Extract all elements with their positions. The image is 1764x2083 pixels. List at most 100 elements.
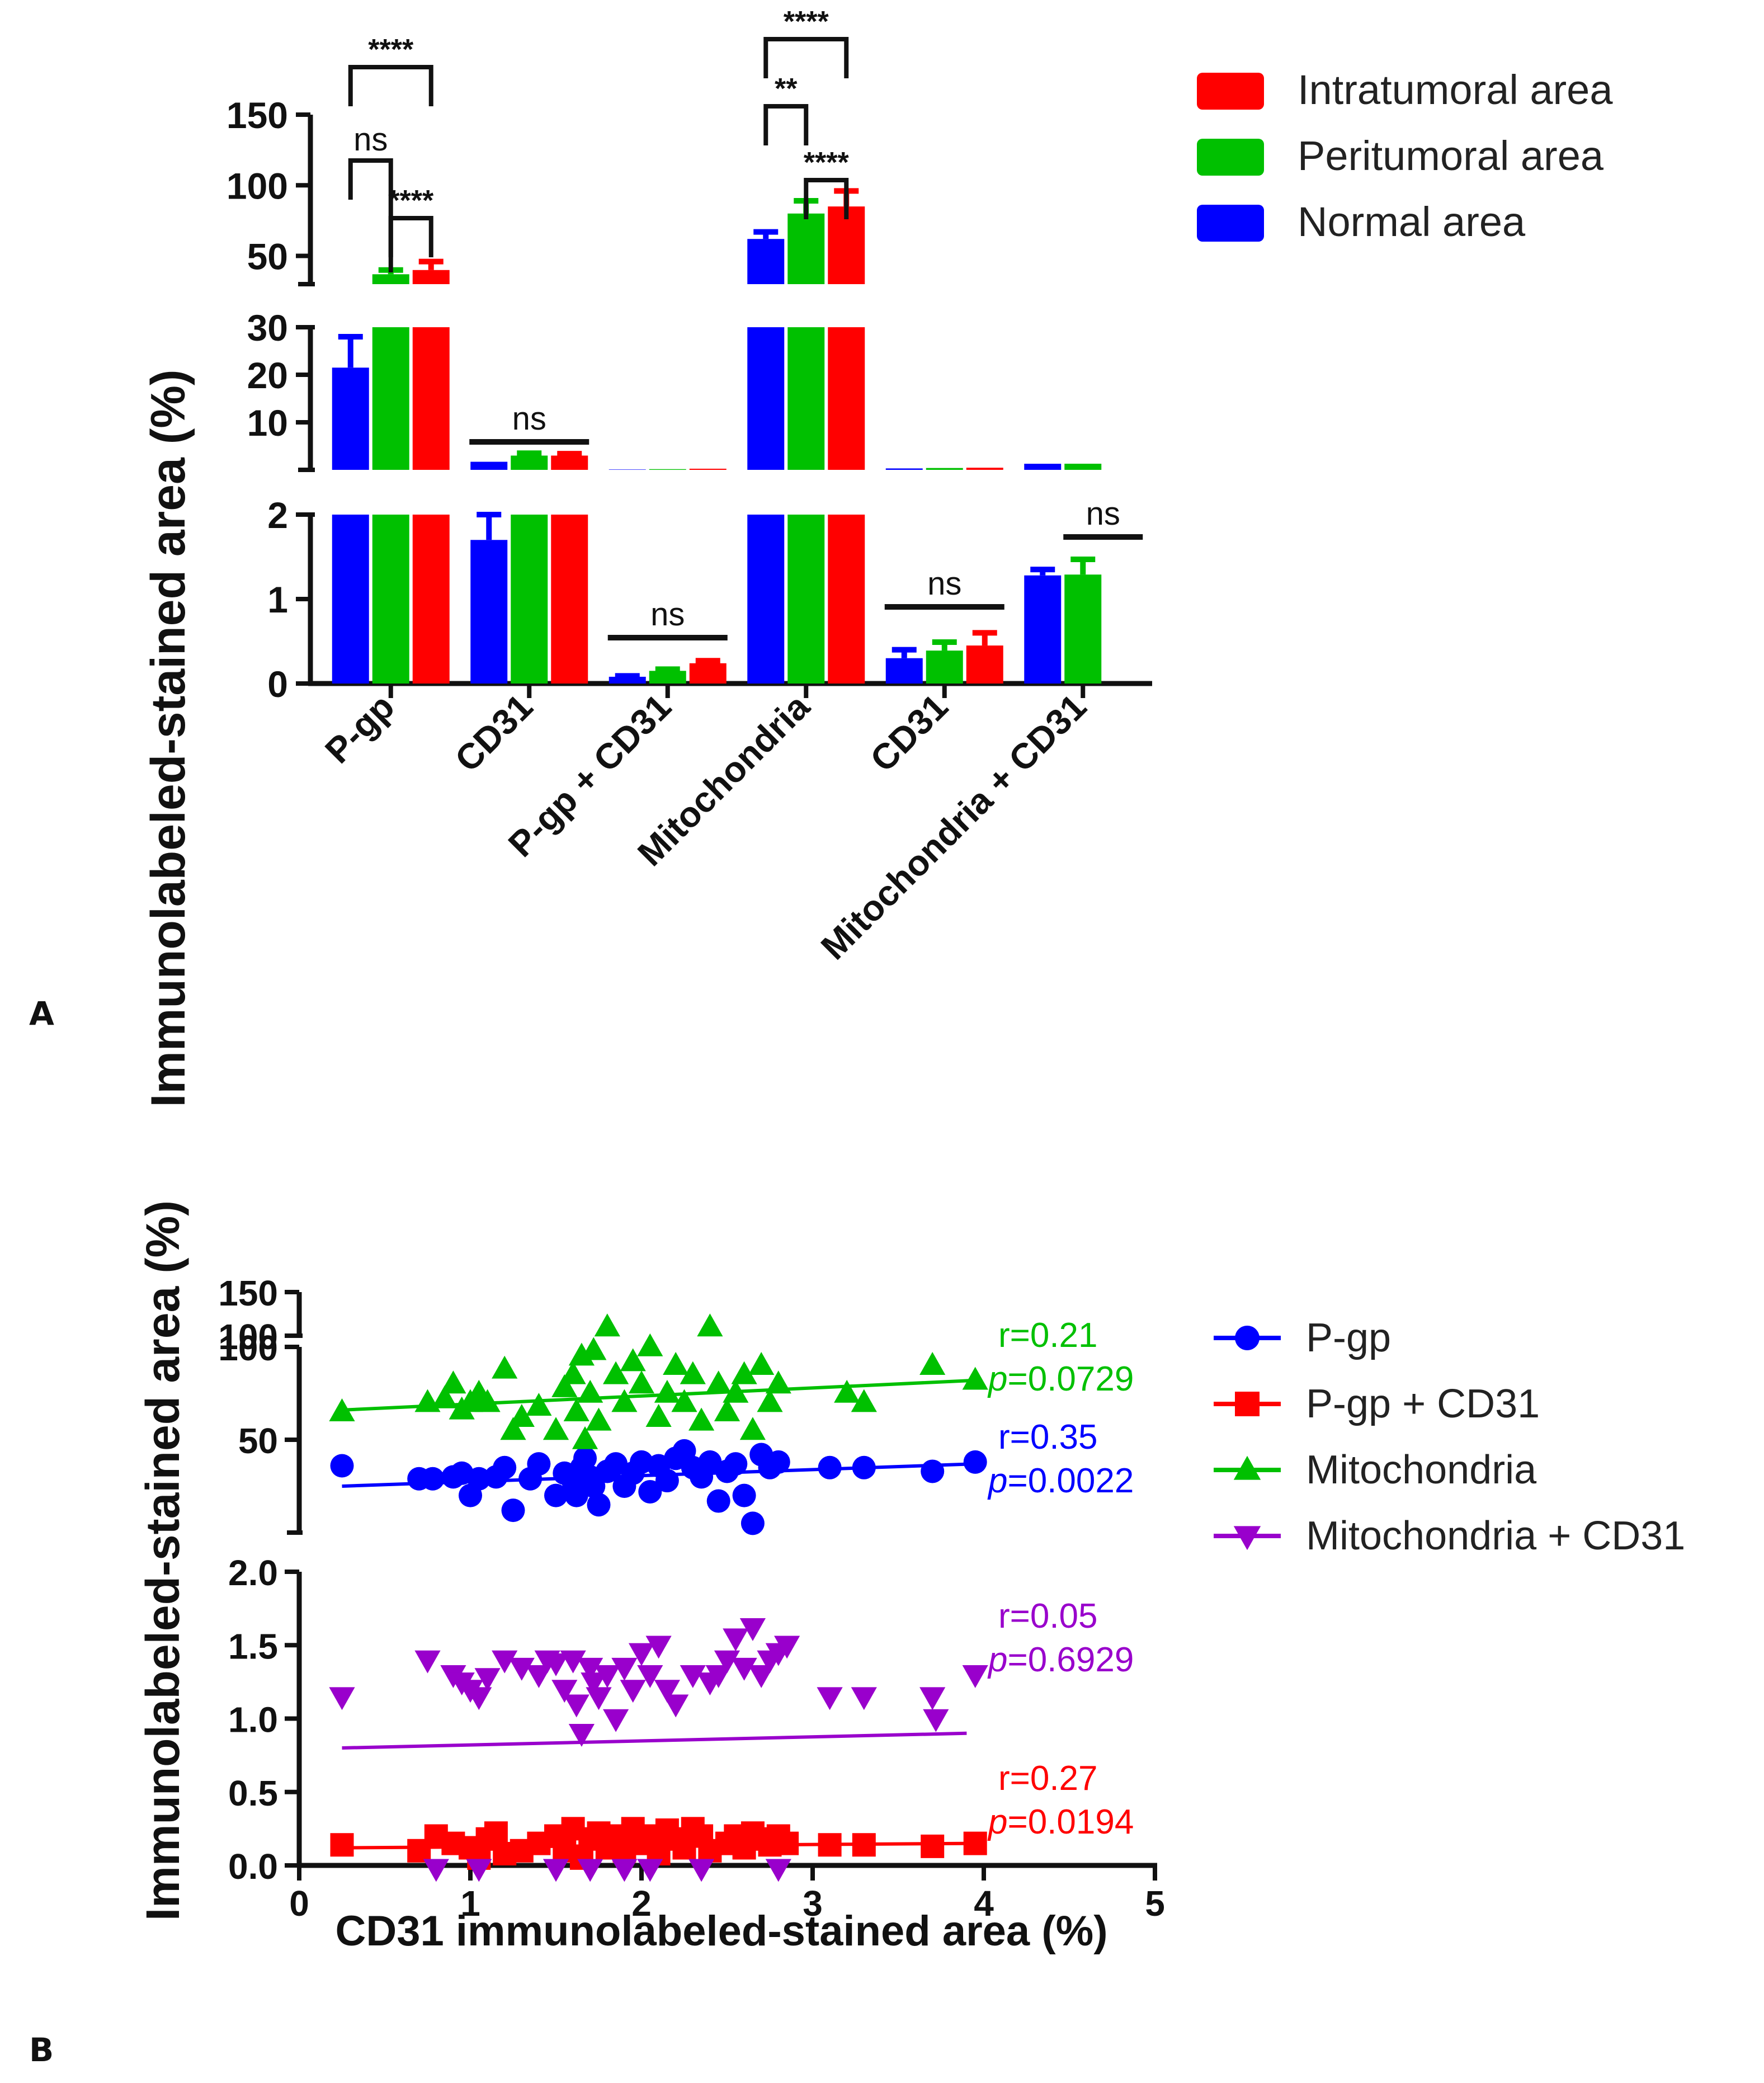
data-point xyxy=(577,1379,603,1403)
panel-a-letter: A xyxy=(29,995,54,1033)
significance-label: **** xyxy=(804,147,850,179)
data-point xyxy=(414,1650,441,1674)
bar xyxy=(787,213,825,284)
panel-a-bars xyxy=(332,188,1102,684)
bar xyxy=(747,327,785,470)
correlation-p: p=0.6929 xyxy=(987,1641,1134,1679)
data-point xyxy=(543,1653,569,1676)
data-point xyxy=(577,1657,603,1681)
data-point xyxy=(637,1665,663,1688)
data-point xyxy=(698,1450,722,1474)
data-point xyxy=(563,1398,589,1421)
data-point xyxy=(705,1370,732,1394)
data-point xyxy=(724,1452,748,1476)
panel-b-x-axis-label: CD31 immunolabeled-stained area (%) xyxy=(335,1907,1107,1955)
data-point xyxy=(628,1643,655,1666)
data-point xyxy=(628,1370,655,1394)
legend-label: Intratumoral area xyxy=(1298,67,1613,113)
y-tick-label: 2 xyxy=(267,494,288,536)
data-point xyxy=(739,1417,766,1440)
bar xyxy=(609,469,646,470)
significance-label: ns xyxy=(512,400,546,437)
data-point xyxy=(748,1665,775,1688)
significance-bracket xyxy=(763,104,809,145)
data-point xyxy=(680,1665,706,1688)
data-point xyxy=(526,1665,552,1688)
data-point xyxy=(423,1859,449,1882)
data-point xyxy=(611,1657,638,1681)
data-point xyxy=(492,1355,518,1379)
legend-label: P-gp + CD31 xyxy=(1306,1382,1540,1426)
y-tick-label: 100 xyxy=(218,1317,278,1357)
bar xyxy=(926,651,963,684)
y-tick-label: 150 xyxy=(218,1273,278,1313)
significance-label: **** xyxy=(784,6,829,38)
bar xyxy=(1064,574,1102,684)
bar xyxy=(649,671,686,684)
data-point xyxy=(572,1426,598,1449)
data-point xyxy=(594,1313,620,1337)
data-point xyxy=(688,1407,715,1431)
bar xyxy=(332,515,369,684)
data-point xyxy=(637,1859,663,1882)
data-point xyxy=(732,1483,756,1507)
data-point xyxy=(604,1452,628,1476)
legend-label: Normal area xyxy=(1298,199,1526,245)
data-point xyxy=(582,1474,606,1498)
data-point xyxy=(603,1361,629,1384)
legend-label: P-gp xyxy=(1306,1316,1391,1360)
data-point xyxy=(620,1348,646,1372)
correlation-r: r=0.21 xyxy=(998,1316,1098,1355)
y-tick-label: 2.0 xyxy=(228,1553,278,1593)
x-tick-label: 3 xyxy=(803,1883,823,1924)
significance-bracket xyxy=(348,158,393,272)
significance-bracket xyxy=(804,178,849,219)
legend-marker xyxy=(1235,1326,1260,1350)
data-point xyxy=(474,1668,501,1691)
data-point xyxy=(564,1483,588,1507)
data-point xyxy=(731,1361,757,1384)
legend-label: Mitochondria + CD31 xyxy=(1306,1514,1685,1558)
data-point xyxy=(474,1389,501,1412)
data-point xyxy=(723,1379,749,1403)
data-point xyxy=(620,1680,646,1703)
bar xyxy=(828,327,865,470)
bar xyxy=(689,663,727,684)
correlation-r: r=0.05 xyxy=(998,1597,1098,1636)
y-tick-label: 50 xyxy=(247,236,288,277)
bar xyxy=(885,468,923,470)
data-point xyxy=(663,1352,689,1375)
bar xyxy=(1024,464,1062,470)
data-point xyxy=(581,1672,607,1696)
data-point xyxy=(852,1833,876,1857)
data-point xyxy=(544,1483,568,1507)
regression-line xyxy=(342,1731,967,1750)
data-point xyxy=(594,1665,620,1688)
data-point xyxy=(603,1709,629,1732)
significance-label: ns xyxy=(353,121,388,158)
significance-label: **** xyxy=(368,34,414,66)
bar xyxy=(412,515,450,684)
significance-bracket xyxy=(348,65,433,106)
bar xyxy=(551,515,588,684)
data-point xyxy=(748,1352,775,1375)
data-point xyxy=(818,1833,842,1857)
data-point xyxy=(484,1821,508,1845)
y-tick-label: 10 xyxy=(247,402,288,444)
panel-b-correlation-stats: r=0.35 p=0.0022 r=0.27 p=0.0194 r=0.21 p=0.07… xyxy=(987,1316,1134,1841)
data-point xyxy=(586,1407,612,1431)
data-point xyxy=(697,1313,723,1337)
data-point xyxy=(330,1454,354,1478)
bar xyxy=(787,327,825,470)
bar xyxy=(470,461,508,470)
significance-label: ns xyxy=(927,565,961,602)
data-point xyxy=(329,1398,355,1421)
bar xyxy=(412,327,450,470)
data-point xyxy=(852,1455,876,1479)
bar xyxy=(747,239,785,284)
significance-label: ns xyxy=(650,596,685,633)
bar xyxy=(332,367,369,470)
